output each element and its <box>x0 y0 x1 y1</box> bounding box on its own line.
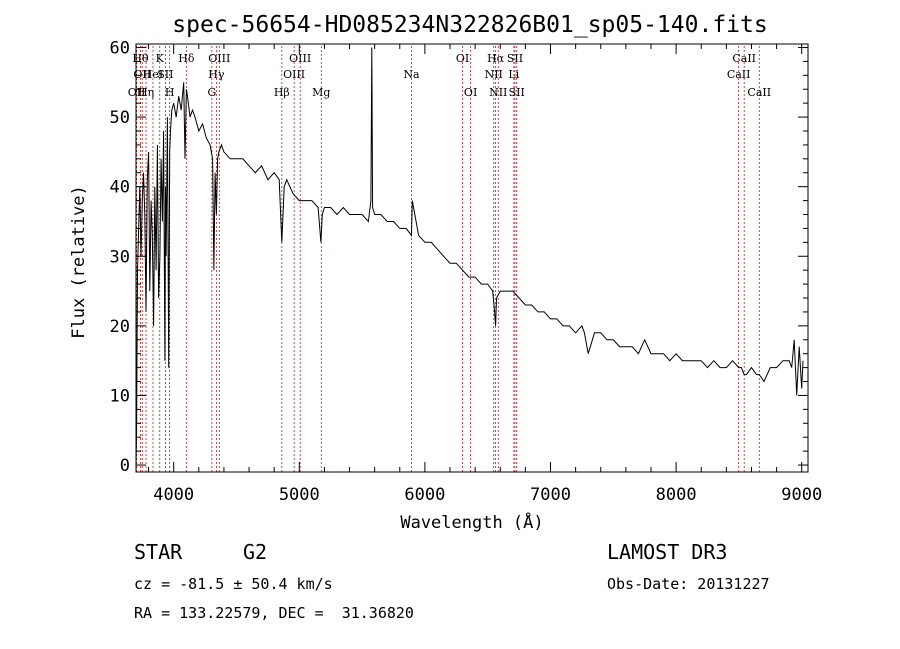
line-label-1: Hθ <box>132 52 149 65</box>
y-tick-label-3: 30 <box>110 247 130 267</box>
line-label-17: OI <box>456 52 469 65</box>
line-label-20: Hα <box>487 52 505 65</box>
line-label-18: OI <box>464 86 477 99</box>
chart-title: spec-56654-HD085234N322826B01_sp05-140.f… <box>172 12 767 38</box>
coordinates-readout: RA = 133.22579, DEC = 31.36820 <box>134 604 414 622</box>
line-label-24: SII <box>509 86 525 99</box>
plot-frame <box>135 43 809 473</box>
line-label-11: OIII <box>208 52 230 65</box>
line-label-9: G <box>207 86 216 99</box>
object-subclass: G2 <box>243 540 268 564</box>
line-label-16: Na <box>403 68 420 81</box>
line-label-19: NII <box>485 68 503 81</box>
x-axis: 4000 5000 6000 7000 8000 9000 <box>148 44 822 505</box>
y-tick-label-5: 50 <box>110 108 130 128</box>
line-label-27: CaII <box>747 86 771 99</box>
line-label-13: OIII <box>283 68 305 81</box>
survey-name: LAMOST DR3 <box>607 540 728 564</box>
emission-line-markers <box>136 46 760 472</box>
y-tick-label-4: 40 <box>110 178 130 198</box>
line-label-8: Hδ <box>178 52 195 65</box>
y-tick-label-1: 10 <box>110 386 130 406</box>
x-tick-label-5: 9000 <box>781 485 822 505</box>
line-label-22: Li <box>508 68 519 81</box>
line-label-10: Hγ <box>208 68 225 81</box>
x-axis-label: Wavelength (Å) <box>400 511 543 533</box>
line-label-25: CaII <box>727 68 751 81</box>
y-tick-label-0: 0 <box>120 456 130 476</box>
x-tick-label-4: 8000 <box>656 485 697 505</box>
line-label-6: SII <box>157 68 173 81</box>
line-label-2: OII <box>133 68 151 81</box>
line-label-3: Hη <box>138 86 154 99</box>
line-label-23: SII <box>507 52 523 65</box>
y-axis: 0 10 20 30 40 50 60 <box>110 38 808 476</box>
emission-line-labels: OIIHθOIIHηHeIKSIIHHδGHγOIIIHβOIIIOIIIMgN… <box>128 52 771 99</box>
observation-date: Obs-Date: 20131227 <box>607 575 770 593</box>
y-tick-label-6: 60 <box>110 38 130 58</box>
line-label-7: H <box>165 86 175 99</box>
x-tick-label-0: 4000 <box>153 485 194 505</box>
y-axis-label: Flux (relative) <box>69 185 89 339</box>
line-label-14: OIII <box>289 52 311 65</box>
line-label-21: NII <box>489 86 507 99</box>
line-label-4: HeI <box>143 68 163 81</box>
line-label-0: OII <box>128 86 146 99</box>
redshift-readout: cz = -81.5 ± 50.4 km/s <box>134 575 333 593</box>
spectrum-line <box>135 47 804 466</box>
y-tick-label-2: 20 <box>110 317 130 337</box>
object-class: STAR <box>134 540 183 564</box>
line-label-26: CaII <box>732 52 756 65</box>
line-label-12: Hβ <box>274 86 290 99</box>
x-tick-label-1: 5000 <box>279 485 320 505</box>
x-tick-label-3: 7000 <box>530 485 571 505</box>
line-label-15: Mg <box>312 86 330 99</box>
line-label-5: K <box>156 52 165 65</box>
x-tick-label-2: 6000 <box>404 485 445 505</box>
